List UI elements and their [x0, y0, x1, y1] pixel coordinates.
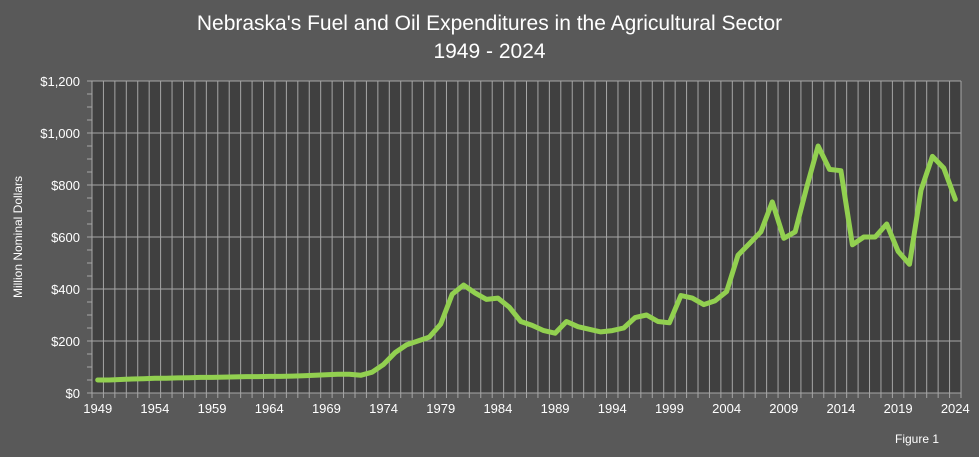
x-tick-label: 1969: [312, 401, 341, 416]
y-tick-label: $1,200: [40, 74, 80, 89]
y-tick-label: $400: [51, 282, 80, 297]
chart-title: Nebraska's Fuel and Oil Expenditures in …: [0, 10, 979, 66]
x-tick-label: 1974: [369, 401, 398, 416]
x-tick-label: 1989: [541, 401, 570, 416]
y-tick-label: $600: [51, 230, 80, 245]
x-tick-label: 1994: [598, 401, 627, 416]
y-tick-label: $0: [66, 386, 80, 401]
x-tick-label: 1979: [426, 401, 455, 416]
figure-label: Figure 1: [895, 432, 940, 446]
x-tick-label: 1984: [483, 401, 512, 416]
y-tick-label: $1,000: [40, 126, 80, 141]
x-tick-label: 2014: [826, 401, 855, 416]
x-tick-label: 1964: [255, 401, 284, 416]
x-tick-label: 2004: [712, 401, 741, 416]
x-tick-label: 1954: [140, 401, 169, 416]
x-tick-label: 2009: [769, 401, 798, 416]
x-tick-label: 1949: [83, 401, 112, 416]
x-tick-label: 2019: [884, 401, 913, 416]
data-series-line: [95, 143, 958, 383]
y-tick-label: $200: [51, 334, 80, 349]
x-tick-label: 2024: [941, 401, 970, 416]
y-tick-label: $800: [51, 178, 80, 193]
chart-title-line1: Nebraska's Fuel and Oil Expenditures in …: [196, 12, 783, 35]
chart-subtitle: 1949 - 2024: [433, 40, 546, 63]
x-tick-label: 1999: [655, 401, 684, 416]
x-tick-label: 1959: [198, 401, 227, 416]
